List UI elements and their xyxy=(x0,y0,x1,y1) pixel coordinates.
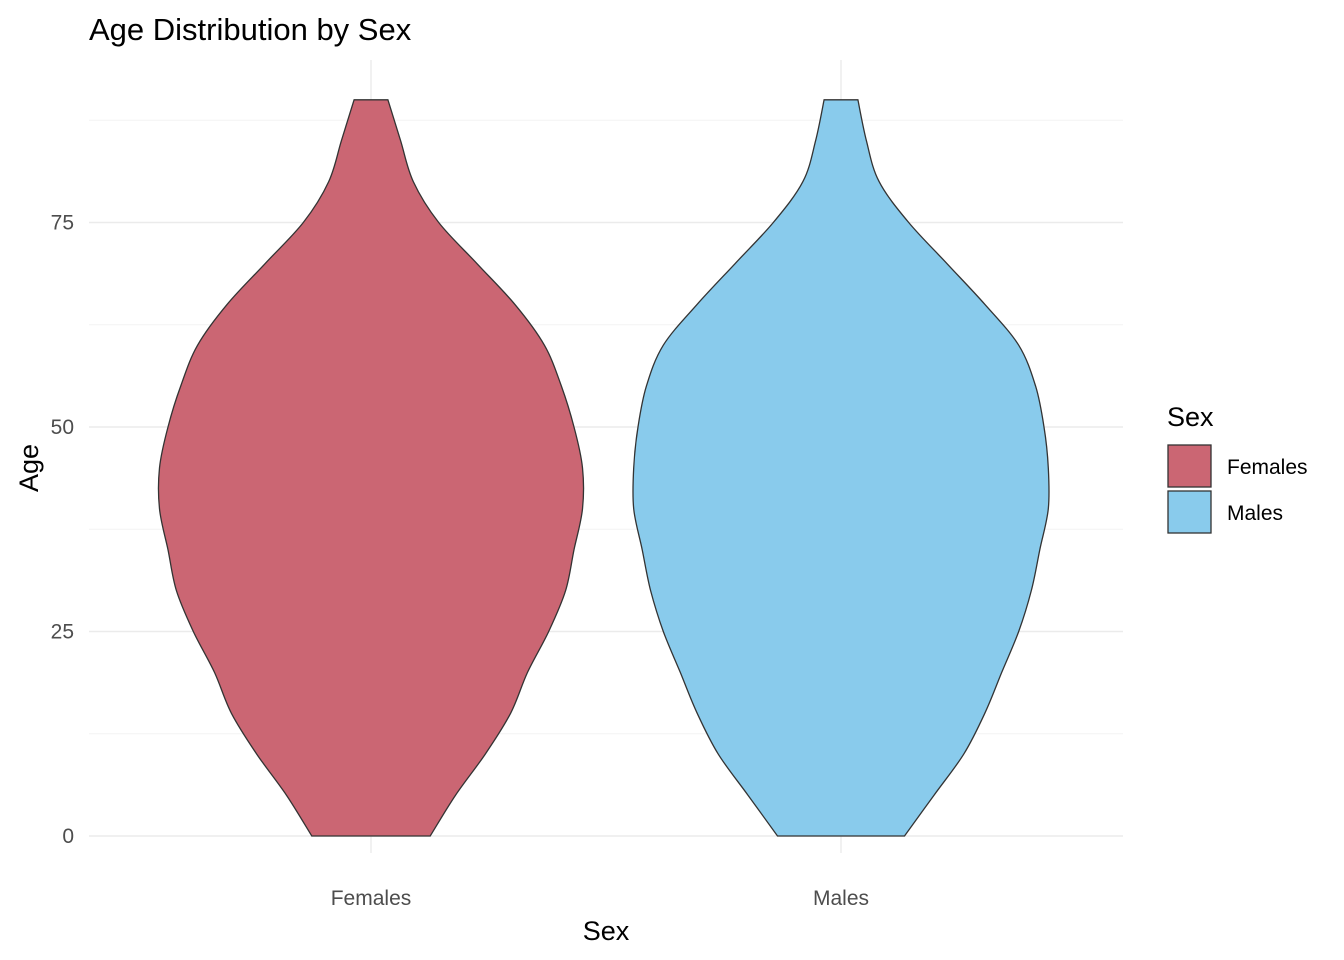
legend: Sex Females Males xyxy=(1167,402,1308,534)
legend-key xyxy=(1167,444,1212,488)
y-tick-label: 25 xyxy=(51,621,74,644)
x-axis-title: Sex xyxy=(583,916,630,946)
violin-females xyxy=(157,99,585,837)
chart-title: Age Distribution by Sex xyxy=(89,12,412,47)
y-tick-label: 50 xyxy=(51,416,74,439)
y-axis-ticks: 0 25 50 75 xyxy=(51,212,74,849)
y-tick-label: 0 xyxy=(62,825,74,848)
x-axis-ticks: Females Males xyxy=(331,887,869,910)
violins xyxy=(157,99,1050,837)
legend-label: Males xyxy=(1227,502,1283,525)
x-tick-label: Females xyxy=(331,887,412,910)
legend-title: Sex xyxy=(1167,402,1214,432)
legend-key xyxy=(1167,490,1212,534)
x-tick-label: Males xyxy=(813,887,869,910)
y-tick-label: 75 xyxy=(51,212,74,235)
legend-label: Females xyxy=(1227,456,1308,479)
y-axis-title: Age xyxy=(14,444,44,492)
violin-males xyxy=(632,99,1050,837)
